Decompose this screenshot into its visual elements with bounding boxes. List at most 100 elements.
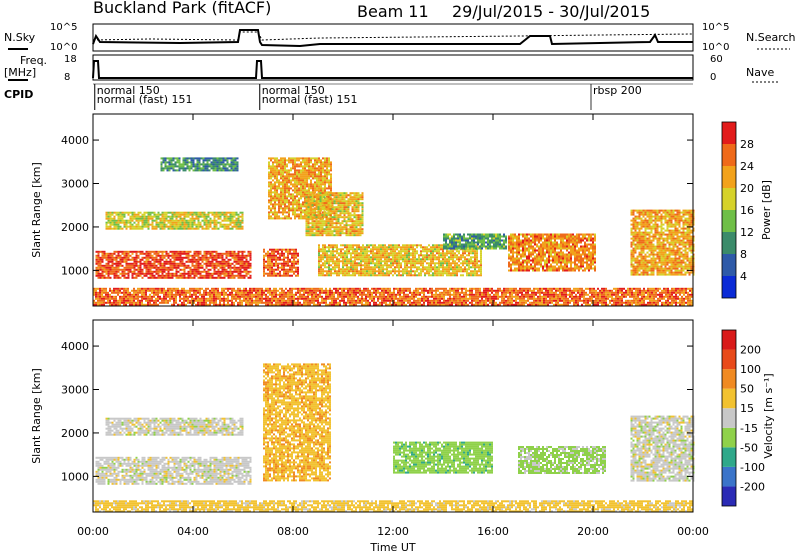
power-cell — [475, 238, 477, 240]
power-cell — [514, 242, 516, 244]
power-cell — [320, 183, 322, 185]
power-cell — [495, 236, 497, 238]
power-cell — [283, 253, 285, 255]
power-cell — [166, 212, 168, 214]
power-cell — [388, 258, 390, 260]
power-cell — [225, 167, 227, 169]
power-cell — [237, 165, 239, 167]
power-cell — [96, 263, 98, 265]
power-cell — [452, 252, 454, 254]
power-cell — [231, 167, 233, 169]
power-cell — [179, 161, 181, 163]
power-cell — [368, 268, 370, 270]
power-cell — [144, 273, 146, 275]
power-cell — [455, 246, 457, 248]
power-cell — [130, 271, 132, 273]
power-cell — [222, 255, 224, 257]
power-cell — [360, 264, 362, 266]
power-cell — [508, 246, 510, 248]
power-cell — [346, 256, 348, 258]
power-cell — [284, 181, 286, 183]
power-cell — [302, 185, 304, 187]
power-cell — [356, 194, 358, 196]
power-cell — [284, 185, 286, 187]
power-cell — [446, 258, 448, 260]
power-cell — [198, 267, 200, 269]
power-cell — [338, 262, 340, 264]
power-cell — [304, 181, 306, 183]
power-cell — [362, 196, 364, 198]
power-cell — [354, 198, 356, 200]
power-cell — [226, 228, 228, 230]
power-cell — [522, 270, 524, 272]
power-cell — [112, 267, 114, 269]
power-cell — [314, 214, 316, 216]
power-cell — [118, 226, 120, 228]
power-cell — [344, 264, 346, 266]
power-cell — [328, 228, 330, 230]
power-cell — [288, 201, 290, 203]
power-cell — [287, 257, 289, 259]
power-cell — [474, 264, 476, 266]
power-cell — [176, 226, 178, 228]
power-cell — [306, 218, 308, 220]
power-cell — [332, 254, 334, 256]
power-cell — [268, 185, 270, 187]
power-cell — [316, 222, 318, 224]
power-cell — [289, 261, 291, 263]
power-cell — [540, 248, 542, 250]
power-cell — [132, 275, 134, 277]
power-cell — [310, 169, 312, 171]
power-cell — [470, 250, 472, 252]
power-cell — [180, 255, 182, 257]
power-cell — [280, 157, 282, 159]
power-cell — [190, 267, 192, 269]
power-cell — [228, 220, 230, 222]
freq-unit: [MHz] — [4, 66, 36, 79]
power-cell — [230, 263, 232, 265]
power-cell — [220, 255, 222, 257]
power-cell — [106, 226, 108, 228]
power-cell — [376, 266, 378, 268]
power-cell — [230, 269, 232, 271]
power-cell — [440, 274, 442, 276]
power-cell — [238, 263, 240, 265]
power-cell — [210, 269, 212, 271]
power-cell — [550, 264, 552, 266]
power-cell — [201, 167, 203, 169]
power-cell — [114, 275, 116, 277]
power-cell — [434, 264, 436, 266]
power-cell — [416, 268, 418, 270]
power-cell — [280, 193, 282, 195]
power-cell — [362, 230, 364, 232]
power-cell — [422, 246, 424, 248]
power-cell — [287, 255, 289, 257]
power-cell — [112, 257, 114, 259]
power-cell — [478, 274, 480, 276]
power-cell — [98, 277, 100, 279]
power-cell — [187, 163, 189, 165]
power-cell — [394, 244, 396, 246]
power-cell — [168, 275, 170, 277]
power-cell — [464, 260, 466, 262]
power-cell — [178, 255, 180, 257]
power-cell — [294, 187, 296, 189]
power-cell — [267, 251, 269, 253]
power-cell — [380, 270, 382, 272]
power-cell — [174, 228, 176, 230]
power-cell — [278, 197, 280, 199]
power-cell — [112, 255, 114, 257]
power-cell — [480, 268, 482, 270]
power-cell — [328, 218, 330, 220]
power-cell — [460, 268, 462, 270]
power-cell — [316, 167, 318, 169]
power-cell — [538, 252, 540, 254]
power-cell — [522, 252, 524, 254]
power-cell — [184, 218, 186, 220]
power-cell — [532, 250, 534, 252]
power-cell — [267, 263, 269, 265]
power-cell — [156, 251, 158, 253]
power-cell — [192, 255, 194, 257]
power-cell — [181, 167, 183, 169]
power-cell — [200, 267, 202, 269]
